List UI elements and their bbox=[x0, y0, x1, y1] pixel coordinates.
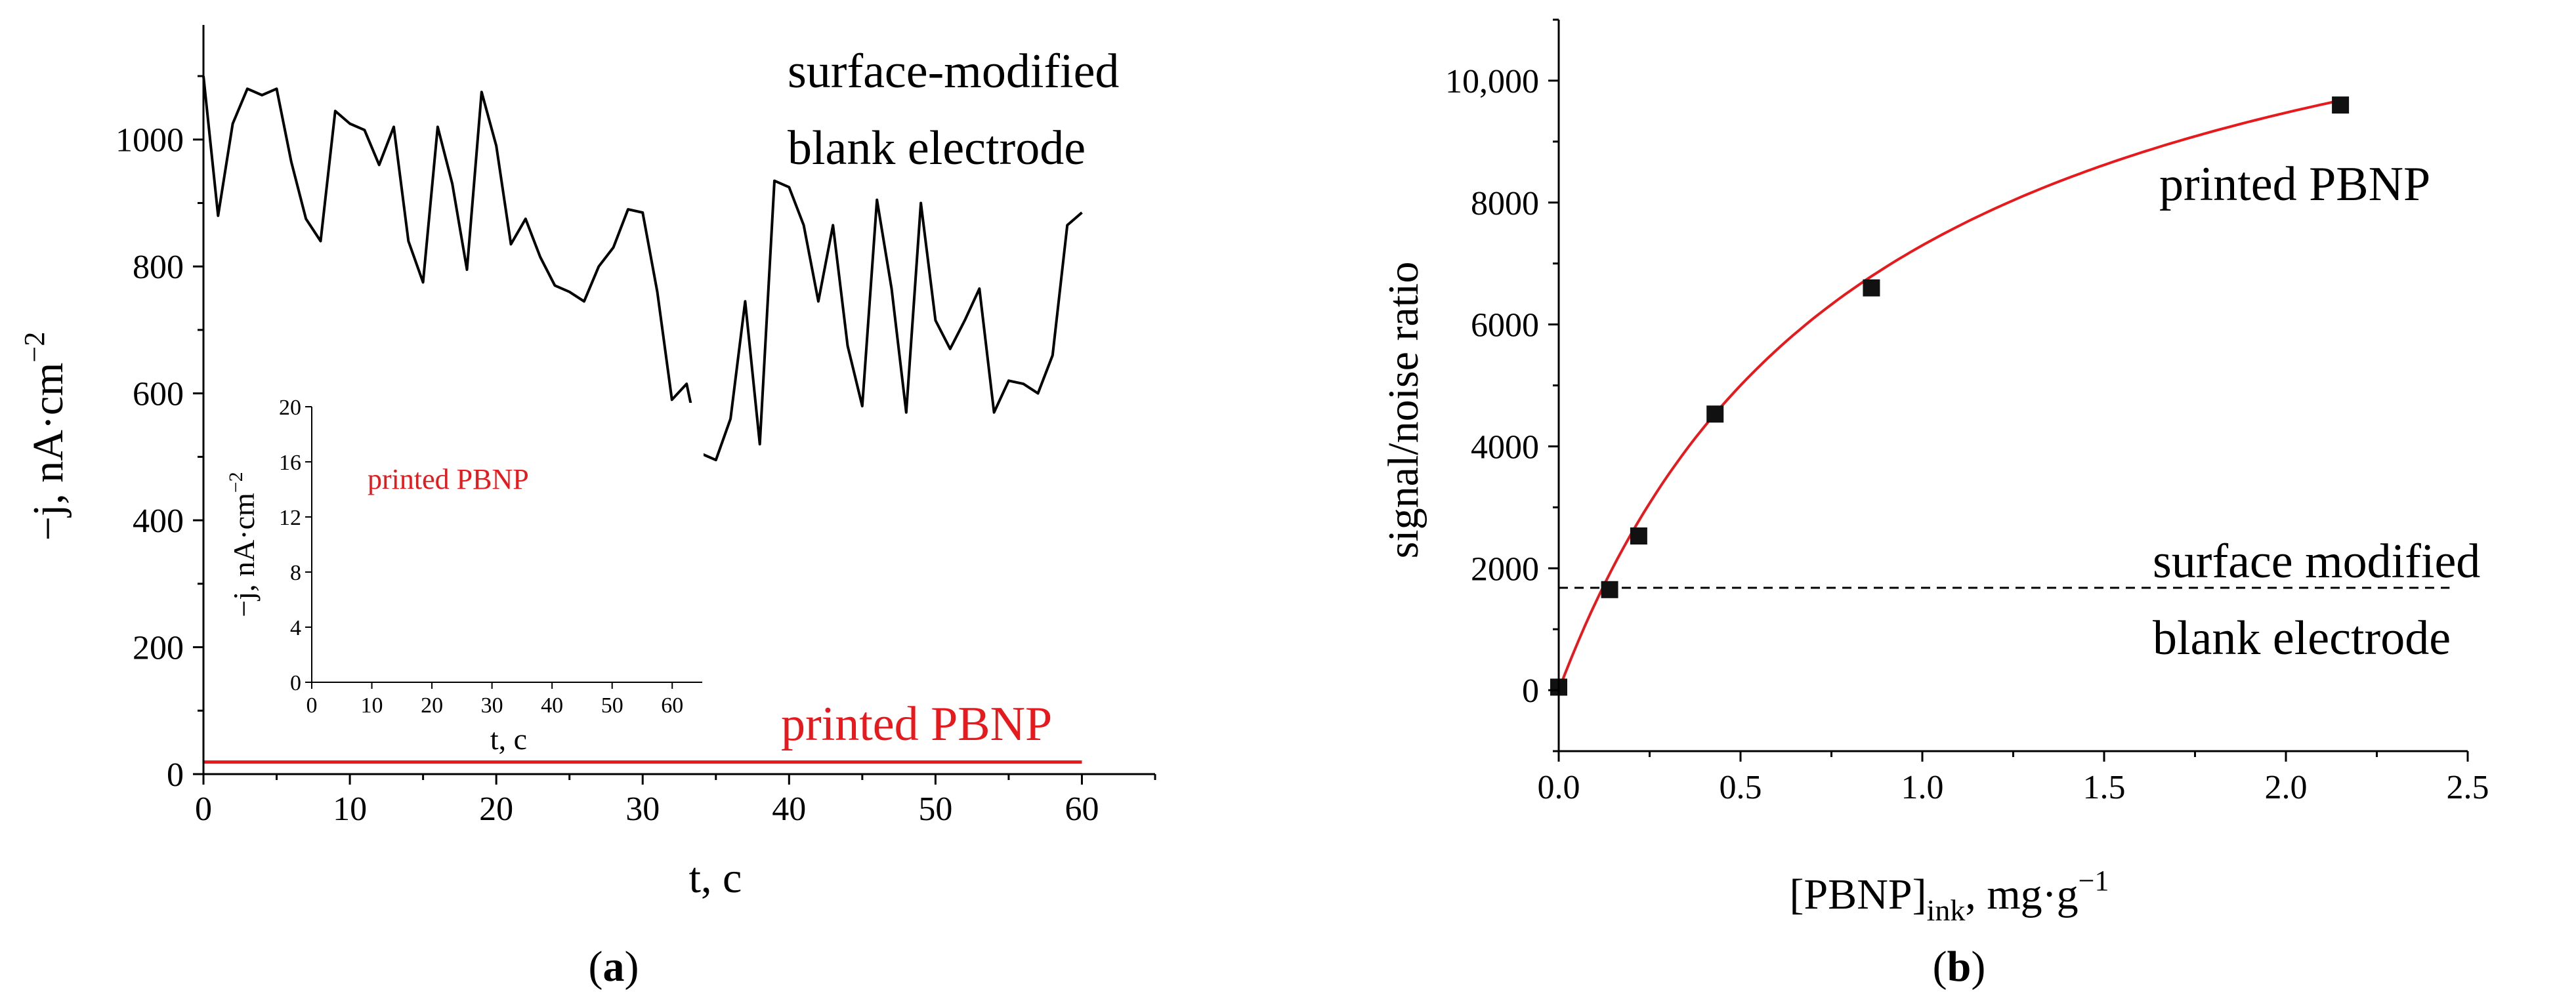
inset-y-tick-label: 4 bbox=[290, 616, 301, 640]
inset-y-tick-label: 8 bbox=[290, 561, 301, 585]
b-xlabel-tail: , mg·g bbox=[1965, 871, 2078, 918]
a-series-blank-line bbox=[202, 75, 1083, 462]
b-annotation-blank-line1: surface modified bbox=[2153, 535, 2480, 588]
b-x-tick-label: 2.0 bbox=[2265, 769, 2308, 806]
b-annotation-pbnp: printed PBNP bbox=[2159, 157, 2430, 211]
b-fit-curve bbox=[1557, 99, 2341, 691]
a-x-tick-label: 50 bbox=[918, 791, 952, 828]
a-y-tick-label: 1000 bbox=[116, 122, 184, 159]
a-y-tick-label: 200 bbox=[133, 630, 184, 667]
b-xlabel-sub: ink bbox=[1927, 894, 1966, 927]
b-ylabel: signal/noise ratio bbox=[1380, 262, 1427, 559]
b-x-tick-label: 0.0 bbox=[1538, 769, 1580, 806]
a-y-tick-label: 600 bbox=[133, 376, 184, 413]
b-data-point bbox=[1601, 581, 1618, 598]
b-xlabel-base: [PBNP] bbox=[1790, 871, 1927, 918]
a-y-tick-label: 800 bbox=[133, 249, 184, 286]
inset-y-tick-label: 16 bbox=[279, 451, 301, 475]
a-ylabel-base: −j, nA·cm bbox=[24, 362, 72, 541]
b-data-point bbox=[1630, 527, 1647, 545]
b-data-point bbox=[2332, 96, 2350, 114]
inset-x-tick-label: 60 bbox=[661, 693, 683, 718]
b-x-tick-label: 2.5 bbox=[2447, 769, 2489, 806]
b-y-tick-label: 0 bbox=[1522, 672, 1539, 710]
b-y-tick-label: 8000 bbox=[1471, 185, 1539, 222]
a-annotation-blank-line1: surface-modified bbox=[788, 45, 1119, 98]
inset-xlabel: t, c bbox=[490, 722, 527, 756]
b-data-point bbox=[1706, 405, 1724, 423]
inset-annotation-pbnp: printed PBNP bbox=[368, 463, 529, 495]
a-x-tick-label: 40 bbox=[772, 791, 806, 828]
a-x-tick-label: 60 bbox=[1065, 791, 1099, 828]
a-ylabel-sup: −2 bbox=[18, 332, 51, 363]
a-x-tick-label: 0 bbox=[195, 791, 212, 828]
inset-chart: 0 10 20 30 40 50 60 0 4 8 12 16 20 printed PBNP t, c… bbox=[225, 396, 704, 756]
a-annotation-blank-line2: blank electrode bbox=[788, 121, 1086, 175]
b-y-tick-label: 4000 bbox=[1471, 428, 1539, 466]
b-y-tick-label: 6000 bbox=[1471, 307, 1539, 344]
b-xlabel-sup: −1 bbox=[2079, 865, 2109, 897]
inset-y-tick-label: 0 bbox=[290, 671, 301, 695]
a-y-tick-label: 0 bbox=[167, 756, 184, 794]
b-y-tick-label: 2000 bbox=[1471, 550, 1539, 588]
panel-b-label: (b) bbox=[1933, 943, 1986, 991]
inset-x-tick-label: 20 bbox=[421, 693, 443, 718]
b-xlabel: [PBNP]ink, mg·g−1 bbox=[1790, 865, 2109, 927]
b-x-tick-label: 0.5 bbox=[1720, 769, 1762, 806]
a-x-tick-label: 30 bbox=[625, 791, 660, 828]
a-ylabel: −j, nA·cm−2 bbox=[18, 332, 72, 541]
b-y-tick-label: 10,000 bbox=[1445, 63, 1539, 100]
inset-x-tick-label: 30 bbox=[481, 693, 503, 718]
panel-b-chart: 0.0 0.5 1.0 1.5 2.0 2.5 0 2000 4000 6000 8000 10,00… bbox=[1380, 18, 2489, 991]
a-x-tick-label: 20 bbox=[479, 791, 513, 828]
b-x-tick-label: 1.5 bbox=[2083, 769, 2126, 806]
inset-x-tick-label: 10 bbox=[361, 693, 383, 718]
inset-ylabel: −j, nA·cm−2 bbox=[225, 472, 261, 617]
inset-background bbox=[310, 403, 704, 684]
a-y-tick-label: 400 bbox=[133, 503, 184, 540]
b-data-point bbox=[1863, 279, 1880, 297]
inset-ylabel-base: −j, nA·cm bbox=[227, 493, 261, 617]
inset-y-tick-label: 12 bbox=[279, 506, 301, 530]
inset-y-tick-label: 20 bbox=[279, 396, 301, 420]
b-annotation-blank-line2: blank electrode bbox=[2153, 611, 2451, 665]
inset-x-tick-label: 50 bbox=[601, 693, 623, 718]
inset-x-tick-label: 0 bbox=[306, 693, 318, 718]
a-annotation-pbnp: printed PBNP bbox=[781, 697, 1052, 751]
a-xlabel: t, c bbox=[689, 854, 742, 902]
inset-x-tick-label: 40 bbox=[541, 693, 563, 718]
b-x-tick-label: 1.0 bbox=[1901, 769, 1944, 806]
panel-a-label: (a) bbox=[589, 943, 639, 991]
inset-ylabel-sup: −2 bbox=[225, 472, 247, 493]
a-x-tick-label: 10 bbox=[333, 791, 367, 828]
